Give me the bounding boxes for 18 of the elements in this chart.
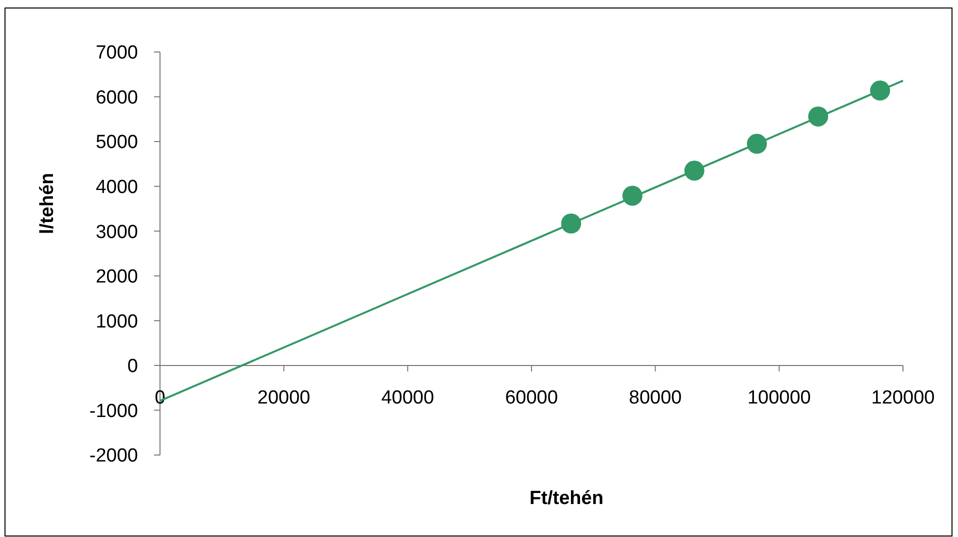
y-tick-label: 5000 [96,132,138,154]
y-axis-title: l/tehén [37,172,58,234]
y-tick-label: 1000 [96,311,138,332]
x-axis-title: Ft/tehén [530,488,604,509]
y-tick-label: 7000 [96,42,138,64]
y-tick-label: 0 [127,356,138,378]
x-tick-label: 40000 [381,387,434,408]
x-tick-label: 60000 [505,387,558,408]
y-tick-label: 2000 [96,266,138,288]
x-tick-label: 20000 [257,387,310,408]
y-tick-label: -2000 [89,446,138,467]
x-tick-label: 80000 [628,387,682,408]
y-tick-label: -1000 [89,400,138,422]
x-tick-label: 120000 [871,387,935,408]
x-tick-label: 100000 [747,387,811,408]
y-tick-label: 4000 [96,176,138,198]
y-tick-label: 3000 [96,222,138,243]
y-tick-label: 6000 [96,87,138,108]
